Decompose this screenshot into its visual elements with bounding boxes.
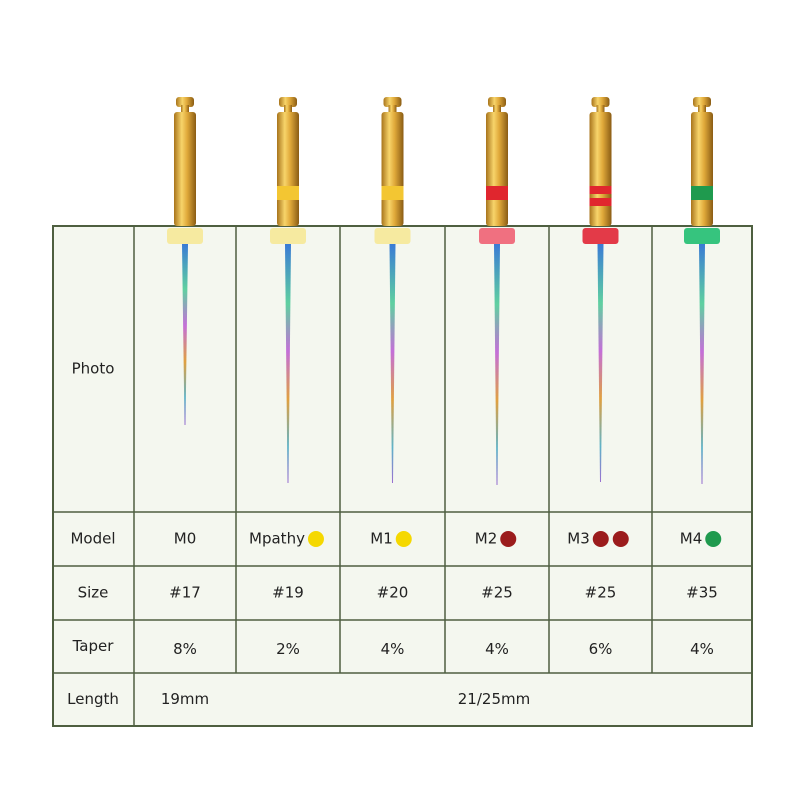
taper-value: 8%: [173, 640, 197, 658]
taper-value: 4%: [381, 640, 405, 658]
row-header: Model: [70, 530, 115, 548]
size-value: #20: [377, 584, 409, 602]
model-dot: [612, 531, 629, 547]
model-label: Mpathy: [249, 530, 305, 548]
file-handle: [174, 112, 196, 226]
file-knob: [591, 97, 610, 107]
length-value: 19mm: [161, 690, 209, 708]
file-ring: [589, 186, 612, 194]
file-knob: [693, 97, 711, 107]
file-knob: [176, 97, 194, 107]
file-handle: [589, 112, 612, 226]
row-header: Taper: [72, 637, 115, 655]
file-handle: [486, 112, 508, 226]
file-ring: [381, 186, 404, 200]
taper-value: 6%: [589, 640, 613, 658]
model-label: M0: [174, 530, 197, 548]
taper-value: 4%: [485, 640, 509, 658]
size-value: #35: [686, 584, 718, 602]
model-dot: [500, 531, 517, 547]
taper-value: 4%: [690, 640, 714, 658]
file-stopper: [374, 228, 411, 244]
model-label: M4: [680, 530, 703, 548]
table-frame: [52, 225, 753, 727]
size-value: #25: [585, 584, 617, 602]
file-stopper: [270, 228, 306, 244]
model-label: M3: [567, 530, 590, 548]
row-header: Size: [78, 584, 109, 602]
model-dot: [395, 531, 412, 547]
file-neck: [596, 105, 605, 113]
file-needle: [597, 244, 604, 482]
file-ring: [277, 186, 299, 200]
file-needle: [389, 244, 396, 483]
file-stopper: [684, 228, 720, 244]
file-knob: [383, 97, 402, 107]
file-neck: [284, 105, 292, 113]
length-value: 21/25mm: [458, 690, 530, 708]
model-label: M1: [370, 530, 393, 548]
file-neck: [493, 105, 501, 113]
file-knob: [279, 97, 297, 107]
file-handle: [277, 112, 299, 226]
file-needle: [699, 244, 705, 484]
file-handle: [691, 112, 713, 226]
file-stopper: [167, 228, 203, 244]
model-dot: [307, 531, 324, 547]
file-stopper: [479, 228, 515, 244]
file-ring: [486, 186, 508, 200]
file-handle: [381, 112, 404, 226]
file-neck: [388, 105, 397, 113]
file-neck: [181, 105, 189, 113]
size-value: #19: [272, 584, 304, 602]
file-ring: [589, 198, 612, 206]
row-header: Length: [67, 690, 119, 708]
file-stopper: [582, 228, 619, 244]
file-needle: [285, 244, 291, 483]
file-neck: [698, 105, 706, 113]
model-label: M2: [475, 530, 498, 548]
file-knob: [488, 97, 506, 107]
model-dot: [592, 531, 609, 547]
row-header: Photo: [72, 360, 115, 378]
file-ring: [691, 186, 713, 200]
taper-value: 2%: [276, 640, 300, 658]
file-needle: [182, 244, 188, 425]
model-dot: [705, 531, 722, 547]
size-value: #25: [481, 584, 513, 602]
size-value: #17: [169, 584, 201, 602]
file-needle: [494, 244, 500, 485]
